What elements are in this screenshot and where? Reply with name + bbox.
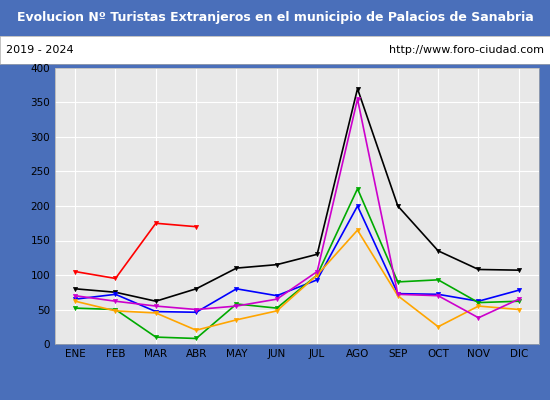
Text: http://www.foro-ciudad.com: http://www.foro-ciudad.com	[389, 45, 544, 55]
Text: 2019 - 2024: 2019 - 2024	[6, 45, 73, 55]
Text: Evolucion Nº Turistas Extranjeros en el municipio de Palacios de Sanabria: Evolucion Nº Turistas Extranjeros en el …	[16, 12, 534, 24]
